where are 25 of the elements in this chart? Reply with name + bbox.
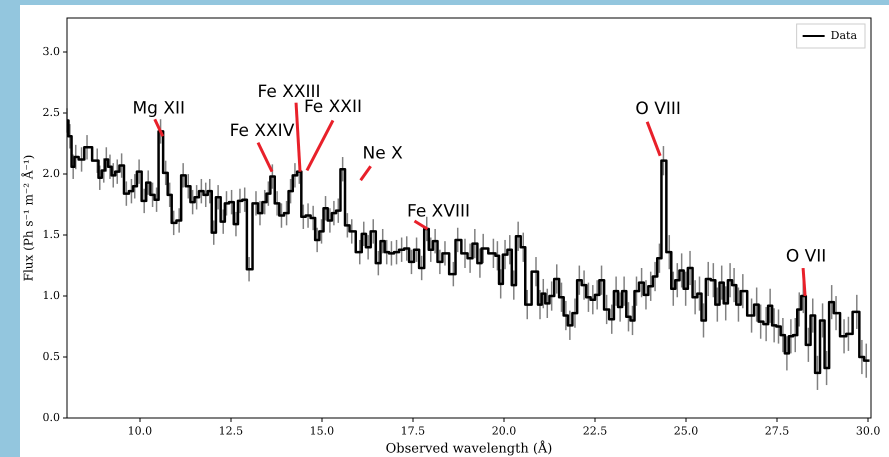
x-tick-label: 17.5 — [400, 424, 426, 438]
y-tick-label: 2.0 — [42, 166, 60, 180]
y-tick-label: 0.0 — [42, 410, 60, 424]
legend-label: Data — [830, 28, 858, 42]
x-tick-label: 25.0 — [674, 424, 698, 438]
annotation: O VIII — [635, 99, 681, 120]
annotation: Fe XVIII — [406, 201, 470, 222]
x-tick-label: 20.0 — [492, 424, 516, 438]
y-tick-label: 3.0 — [42, 45, 60, 58]
annotation: Fe XXIV — [230, 121, 295, 142]
x-tick-label: 12.5 — [218, 424, 244, 438]
x-tick-label: 27.5 — [764, 424, 790, 438]
y-tick-label: 0.5 — [42, 350, 60, 363]
y-axis-title: Flux (Ph s⁻¹ m⁻² Å⁻¹) — [20, 154, 36, 282]
x-tick-label: 10.0 — [128, 424, 152, 438]
annotation: Mg XII — [132, 98, 186, 119]
x-axis-title: Observed wavelength (Å) — [386, 440, 552, 457]
x-tick-label: 30.0 — [856, 424, 880, 438]
x-tick-label: 15.0 — [310, 424, 334, 438]
x-tick-label: 22.5 — [582, 424, 608, 438]
y-tick-label: 1.5 — [42, 228, 60, 241]
y-tick-label: 2.5 — [42, 106, 60, 119]
annotation: Ne X — [362, 144, 404, 164]
y-tick-label: 1.0 — [42, 288, 60, 302]
annotation: O VII — [786, 246, 826, 266]
